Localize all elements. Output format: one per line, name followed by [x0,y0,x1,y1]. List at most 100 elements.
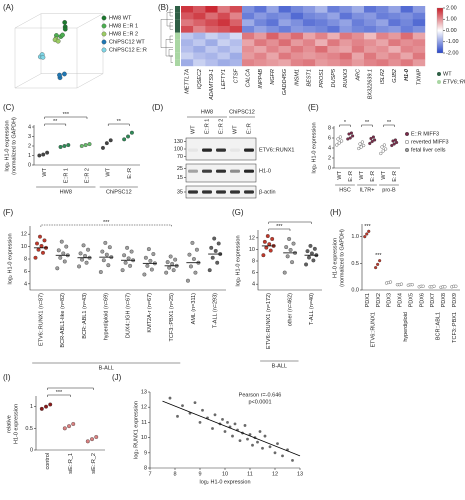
x-tick-label: WT [42,167,48,176]
heatmap-cell [193,6,206,13]
significance-bracket [361,124,373,127]
significance-bracket [44,116,88,119]
data-point [384,147,388,151]
data-point [165,260,170,265]
x-tick-label: 13 [297,471,303,477]
heatmap-cell [303,52,316,60]
data-point [193,401,197,405]
legend-label: ChiPSC12 E::R [109,47,147,53]
heatmap-cell [193,39,206,47]
data-point [221,417,224,421]
legend-marker [437,80,441,84]
heatmap-cell [315,6,328,13]
data-point [262,239,267,244]
y-tick-label: 2 [28,143,31,149]
panel-label: (D) [152,103,163,112]
heatmap-cell [205,12,218,20]
blot-band [244,169,254,173]
heatmap-cell [217,46,230,53]
y-tick-label: 0 [28,162,31,168]
significance-bracket [44,123,67,126]
heatmap-cell [351,19,365,27]
heatmap-cell [229,39,243,47]
data-point [392,142,396,146]
y-tick-label: 12 [141,405,147,411]
data-point [349,131,353,135]
x-tick-label: E::R 2 [84,168,90,183]
y-tick-label: 4 [24,281,27,287]
data-point [48,402,53,407]
data-point [164,270,169,275]
heatmap-cell [266,32,279,40]
heatmap-cell [327,32,340,40]
heatmap-cell [339,32,352,40]
data-point [188,264,193,269]
data-point [421,284,425,288]
heatmap-cell [339,12,352,20]
y-tick-label: 4 [28,124,31,130]
data-point [149,267,154,272]
y-tick-label: 9 [144,450,147,456]
heatmap-cell [266,26,279,33]
data-point [210,255,215,260]
data-point [340,139,344,143]
heatmap-cell [376,59,389,67]
heatmap-cell [412,26,426,33]
heatmap-cell [315,26,328,33]
data-point [123,260,128,265]
column-label: IQSEC2 [197,69,203,89]
significance: ** [117,119,122,125]
significance: *** [276,224,283,230]
data-point [79,144,84,148]
data-point [285,254,290,259]
significance: *** [375,253,382,259]
x-tick-label: BCR-ABL1-like (n=82) [60,293,66,348]
heatmap-cell [254,39,267,47]
cell-line-label: HW8 [201,109,213,115]
column-label: CTSF [233,68,239,83]
row-group-bar [175,26,180,33]
panel-label: (F) [3,208,14,217]
heatmap-cell [290,12,304,20]
y-axis-label: (normalized to GAPDH) [339,229,345,287]
heatmap-cell [242,19,255,27]
panel-label: (J) [112,373,122,382]
group-label: B-ALL [99,365,114,371]
y-tick-label: 6 [328,135,331,141]
heatmap-cell [315,32,328,40]
dendrogram [160,19,173,48]
heatmap-cell [229,19,243,27]
band-label: β-actin [259,189,276,195]
data-point [101,258,106,263]
color-bar-label: -2.00 [446,50,459,56]
column-label: DUSP5 [331,68,337,87]
data-point [77,264,82,269]
data-point [42,238,47,243]
column-label: CALCA [246,69,252,88]
x-tick-label: siE::R_1 [68,453,74,474]
data-point [308,243,313,248]
data-point [261,253,266,258]
heatmap-cell [229,26,243,33]
significance: *** [364,224,371,230]
x-tick-label: TCF3::PBX1 (n=25) [169,293,175,342]
heatmap-cell [278,59,291,67]
data-point [126,256,131,261]
x-tick-label: T-ALL (n=293) [213,293,219,328]
data-point [216,241,221,246]
heatmap-cell [412,39,426,47]
significance: *** [56,390,63,396]
data-point [256,440,259,444]
y-tick-label: 6 [252,270,255,276]
blot-band [216,190,226,194]
heatmap-cell [388,46,401,53]
color-bar-label: -1.00 [446,39,459,45]
heatmap-cell [303,19,316,27]
y-tick-label: 13 [141,389,147,395]
heatmap-cell [278,52,291,60]
lane-label: WT [232,125,238,134]
data-point [148,258,153,263]
data-point [80,257,85,262]
data-point [243,424,247,427]
